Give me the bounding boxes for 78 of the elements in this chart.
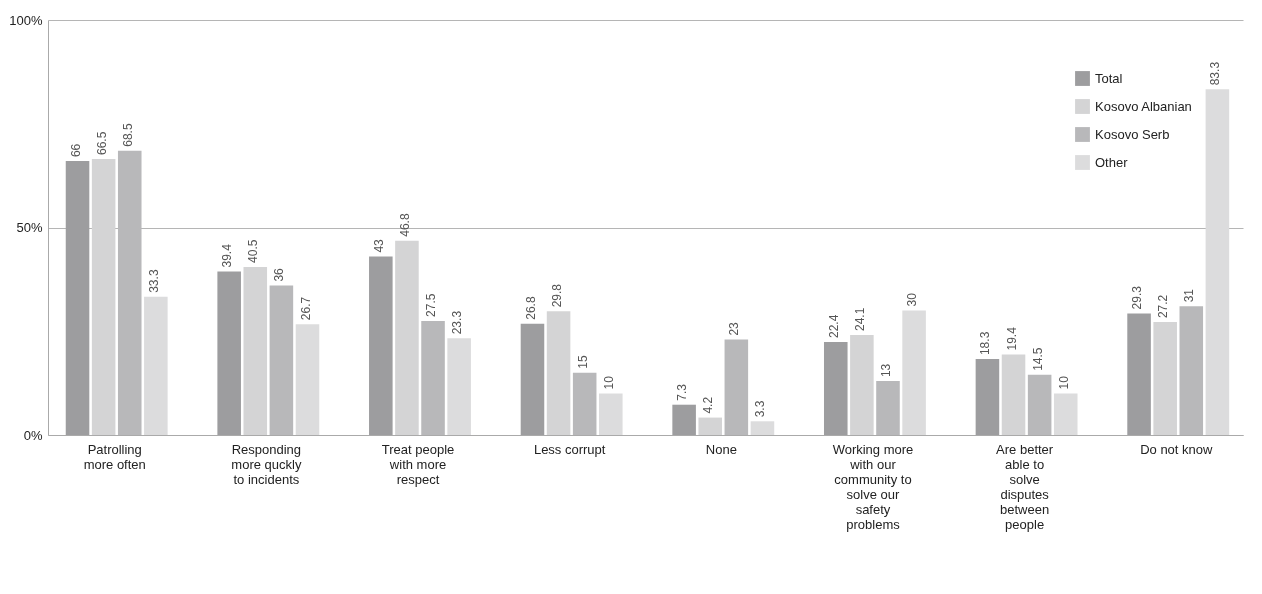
data-label: 26.7 [298,296,313,321]
data-label: 26.8 [523,296,538,320]
bar [599,393,623,435]
data-label: 10 [1056,375,1071,390]
bar [1153,322,1177,435]
bar [975,359,1000,435]
legend-label: Kosovo Serb [1095,126,1170,142]
legend-label: Total [1095,70,1123,86]
bar [243,266,268,435]
bar [421,320,445,435]
data-label: 15 [575,355,590,369]
bar [750,421,775,435]
bar [1001,354,1026,435]
bar [902,310,926,435]
data-label: 4.2 [701,396,716,414]
data-label: 36 [272,267,287,282]
data-label: 19.4 [1004,326,1019,351]
data-label: 43 [371,238,386,253]
data-label: 13 [879,363,894,378]
data-label: 30 [905,292,920,307]
data-label: 39.4 [220,243,235,268]
bar [546,311,571,435]
bar [1053,393,1078,435]
bar [447,338,471,435]
bar [672,404,696,435]
bar [91,159,116,435]
data-label: 3.3 [753,400,768,418]
data-label: 31 [1182,288,1197,303]
data-label: 23 [727,321,742,336]
bar [395,240,419,435]
bar [1127,313,1151,435]
x-tick-label: Responding more quckly to incidents [231,441,302,487]
bar [1179,306,1204,435]
data-label: 66.5 [94,131,109,156]
bar [1205,89,1230,435]
data-label: 23.3 [450,310,465,335]
y-tick-label: 100% [9,12,43,28]
x-tick-label: Less corrupt [533,441,606,457]
x-tick-label: Patrolling more often [83,441,146,472]
legend-label: Other [1095,154,1129,170]
bar [572,372,597,435]
bar [698,417,723,435]
x-tick-label: Working more with our community to solve our safety problems [832,441,914,532]
bar [520,323,545,435]
data-label: 27.5 [424,293,439,317]
bar [295,324,320,435]
y-tick-label: 0% [23,427,43,443]
data-label: 46.8 [397,213,412,237]
data-label: 29.3 [1130,285,1145,310]
data-label: 33.3 [146,269,161,293]
bar [217,271,241,435]
x-tick-label: None [705,441,737,457]
data-label: 18.3 [978,331,993,356]
data-label: 27.2 [1156,294,1171,319]
data-label: 68.5 [120,123,135,147]
data-label: 22.4 [826,314,841,339]
data-label: 7.3 [675,383,690,401]
x-tick-label: Treat people with more respect [381,441,455,487]
bar [269,285,294,435]
x-tick-label: Are better able to solve disputes between people [996,441,1054,532]
data-label: 83.3 [1208,61,1223,86]
data-label: 40.5 [246,239,261,263]
x-tick-label: Do not know [1140,441,1214,457]
bar [369,256,393,435]
bar [823,342,848,435]
data-label: 24.1 [852,307,867,331]
bar [876,381,900,435]
data-label: 29.8 [549,283,564,308]
y-tick-label: 50% [16,220,43,235]
data-label: 14.5 [1030,347,1045,371]
data-label: 66 [68,143,83,158]
legend-label: Kosovo Albanian [1095,98,1192,114]
bar [1027,374,1052,435]
bar [65,161,90,435]
bar [144,296,168,435]
bar [850,334,874,435]
data-label: 10 [601,375,616,390]
bar [724,339,749,435]
